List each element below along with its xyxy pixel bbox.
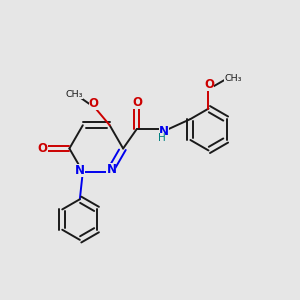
- Text: O: O: [204, 78, 214, 91]
- Text: N: N: [159, 125, 169, 138]
- Text: O: O: [132, 96, 142, 109]
- Text: O: O: [38, 142, 47, 155]
- Text: CH₃: CH₃: [224, 74, 242, 83]
- Text: N: N: [106, 164, 116, 176]
- Text: H: H: [158, 134, 166, 143]
- Text: N: N: [75, 164, 85, 177]
- Text: O: O: [89, 97, 99, 110]
- Text: CH₃: CH₃: [66, 90, 83, 99]
